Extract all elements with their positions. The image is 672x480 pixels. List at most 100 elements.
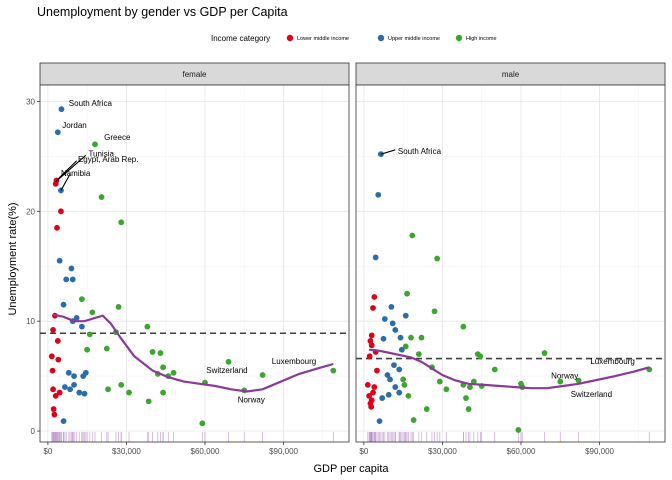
data-point [160, 389, 166, 396]
data-point [68, 265, 75, 272]
label-leader-line [56, 160, 78, 181]
data-point [84, 346, 91, 353]
point-label: Switzerland [571, 390, 612, 399]
data-point [376, 418, 383, 425]
point-label: Luxembourg [590, 357, 634, 366]
x-tick-label: $30,000 [428, 447, 457, 456]
legend: Income category Lower middle income Upper… [211, 34, 497, 43]
data-point [377, 151, 384, 158]
data-point [515, 427, 522, 433]
data-point [364, 381, 371, 388]
point-label: South Africa [398, 147, 442, 156]
data-point [78, 296, 85, 303]
data-point [368, 342, 375, 349]
data-point [460, 323, 467, 330]
data-point [389, 320, 396, 327]
data-point [170, 369, 177, 376]
data-point [401, 381, 408, 388]
x-tick-label: $0 [43, 447, 52, 456]
point-label: Norway [238, 395, 265, 404]
point-label: Greece [104, 133, 131, 142]
x-tick-label: $90,000 [269, 447, 298, 456]
legend-label-0: Lower middle income [297, 36, 349, 42]
facet-panel-male: male South Africa Norway Luxembourg Switzerl… [355, 62, 666, 456]
data-point [50, 386, 56, 393]
data-point [402, 312, 409, 319]
data-point [423, 406, 430, 412]
data-point [56, 389, 63, 396]
data-point [60, 418, 67, 425]
data-point [160, 364, 166, 371]
data-point [434, 255, 441, 262]
data-point [105, 386, 111, 393]
point-label: Tunisia [88, 149, 114, 158]
data-point [408, 334, 414, 341]
data-point [67, 386, 74, 393]
legend-label-1: Upper middle income [388, 36, 440, 42]
data-point [385, 391, 392, 398]
point-label: Switzerland [206, 366, 247, 375]
data-point [384, 372, 391, 378]
plot-background [356, 85, 665, 442]
data-point [392, 384, 399, 390]
point-label: Egypt, Arab Rep. [78, 155, 138, 164]
y-tick-label: 10 [26, 317, 35, 326]
data-point [418, 334, 425, 341]
data-point [56, 257, 63, 264]
label-leader-line [60, 173, 71, 191]
data-point [73, 314, 80, 321]
data-point [431, 308, 438, 315]
data-point [387, 376, 393, 383]
data-point [463, 395, 469, 401]
smooth-trend-line [52, 313, 334, 393]
x-tick-label: $90,000 [585, 447, 614, 456]
smooth-trend-line [368, 348, 650, 390]
point-label: South Africa [69, 99, 113, 108]
data-point [375, 191, 382, 198]
y-axis-title: Unemployment rate(%) [7, 202, 19, 315]
legend-label-2: High income [466, 36, 497, 42]
rug-marks [51, 432, 334, 442]
data-point [557, 378, 564, 385]
data-point [51, 411, 58, 418]
data-point [388, 303, 395, 310]
point-label: Namibia [61, 169, 91, 178]
data-point [370, 305, 376, 311]
gridlines [40, 85, 349, 442]
data-point [58, 208, 64, 215]
data-point [398, 346, 405, 353]
point-label: Norway [551, 371, 578, 380]
data-point [465, 406, 472, 412]
data-point [404, 290, 410, 297]
data-point [60, 301, 67, 308]
data-point [436, 378, 443, 385]
data-point [48, 353, 55, 360]
data-point [54, 338, 61, 344]
plot-background [40, 85, 349, 442]
data-point [63, 276, 70, 283]
data-point [410, 417, 417, 423]
data-point [541, 350, 548, 356]
label-leader-line [380, 149, 396, 155]
data-point [50, 327, 56, 333]
data-point [144, 323, 151, 330]
data-point [379, 395, 386, 401]
data-point [126, 389, 132, 396]
data-point [374, 367, 380, 374]
data-point [491, 366, 498, 373]
data-point [405, 392, 412, 399]
data-point [58, 106, 65, 113]
panel-border [355, 84, 666, 443]
facet-strip-label-male: male [502, 70, 520, 79]
rug-marks [367, 432, 650, 442]
data-point [81, 390, 88, 397]
data-point [54, 129, 61, 136]
data-point [259, 372, 266, 378]
data-point [69, 276, 76, 283]
data-point [397, 334, 404, 341]
data-point [372, 254, 379, 261]
data-point [55, 356, 62, 363]
data-point [92, 141, 98, 148]
data-point [103, 345, 110, 352]
